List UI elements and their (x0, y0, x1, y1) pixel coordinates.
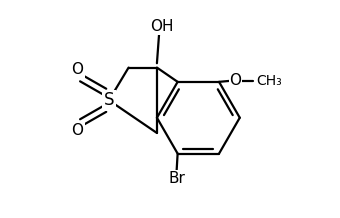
Text: S: S (104, 91, 114, 109)
Text: Br: Br (168, 171, 185, 186)
Text: OH: OH (151, 19, 174, 34)
Text: O: O (71, 62, 83, 77)
Text: CH₃: CH₃ (256, 74, 282, 88)
Text: O: O (230, 73, 241, 88)
Text: O: O (71, 123, 83, 138)
